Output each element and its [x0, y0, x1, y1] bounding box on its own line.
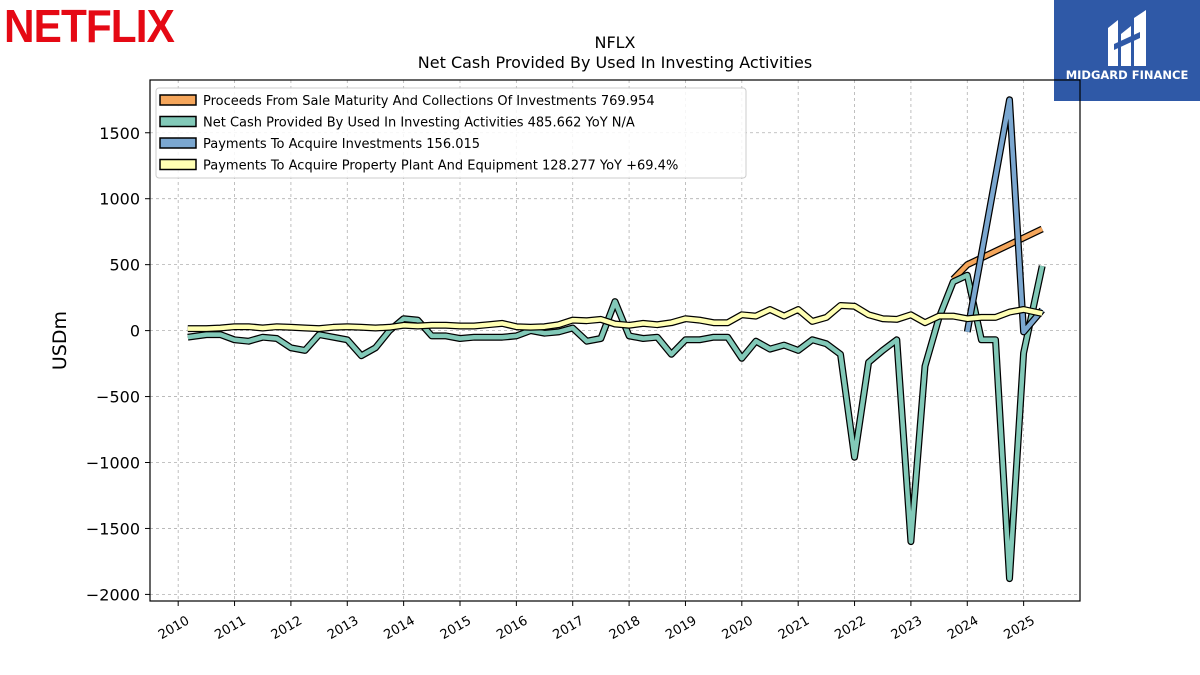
x-tick-label: 2012 — [269, 613, 305, 643]
legend-swatch — [159, 158, 197, 171]
series-line-1 — [187, 265, 1045, 581]
x-tick-label: 2015 — [438, 613, 474, 643]
plot-frame — [149, 79, 1081, 602]
x-tick-label: 2016 — [494, 613, 530, 643]
legend-swatch — [159, 94, 197, 106]
netflix-logo: NETFLIX — [4, 0, 175, 52]
chart-subtitle: Net Cash Provided By Used In Investing A… — [418, 53, 812, 72]
legend-label: Proceeds From Sale Maturity And Collecti… — [203, 94, 655, 109]
legend-label: Net Cash Provided By Used In Investing A… — [203, 116, 635, 131]
x-tick-label: 2019 — [663, 613, 699, 643]
x-tick-label: 2010 — [156, 613, 192, 643]
x-tick-label: 2025 — [1001, 613, 1037, 643]
y-tick-label: 500 — [109, 256, 140, 275]
midgard-logo-mark-icon — [1108, 10, 1146, 66]
y-tick-label: −500 — [96, 388, 140, 407]
y-tick-label: 1000 — [99, 190, 140, 209]
x-tick-label: 2011 — [212, 613, 248, 643]
y-tick-label: −2000 — [86, 585, 140, 604]
x-tick-label: 2014 — [381, 613, 417, 643]
series-line-0 — [951, 226, 1044, 281]
legend: Proceeds From Sale Maturity And Collecti… — [155, 87, 747, 179]
y-tick-label: −1500 — [86, 519, 140, 538]
legend-swatch — [159, 137, 197, 149]
x-tick-label: 2024 — [945, 613, 981, 643]
x-tick-label: 2013 — [325, 613, 361, 643]
legend-label: Payments To Acquire Investments 156.015 — [203, 137, 480, 152]
series-line-3 — [187, 303, 1043, 331]
x-tick-label: 2020 — [720, 613, 756, 643]
y-axis-label: USDm — [49, 311, 71, 370]
legend-swatch — [159, 115, 197, 128]
series-layer — [187, 96, 1046, 583]
midgard-logo-text: MIDGARD FINANCE — [1065, 68, 1189, 82]
legend-box — [155, 87, 747, 179]
series-line-2 — [965, 97, 1044, 335]
y-tick-label: −1000 — [86, 454, 140, 473]
tick-layer: −2000 −1500 −1000 −500 0 500 1000 1500 2010 2011 2… — [86, 124, 1038, 643]
y-tick-label: 0 — [130, 322, 140, 341]
x-tick-label: 2022 — [832, 613, 868, 643]
x-tick-label: 2018 — [607, 613, 643, 643]
x-tick-label: 2017 — [551, 613, 587, 643]
legend-label: Payments To Acquire Property Plant And E… — [203, 159, 678, 174]
y-tick-label: 1500 — [99, 124, 140, 143]
x-tick-label: 2021 — [776, 613, 812, 643]
x-tick-label: 2023 — [889, 613, 925, 643]
midgard-finance-logo: MIDGARD FINANCE — [1054, 0, 1200, 101]
chart-title: NFLX — [594, 33, 635, 52]
